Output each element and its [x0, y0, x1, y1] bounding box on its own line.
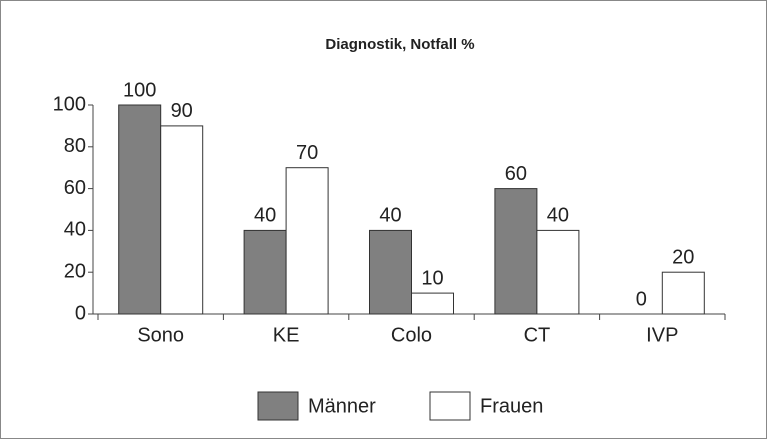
y-tick-label: 80 [64, 135, 86, 157]
y-tick-label: 0 [75, 302, 86, 324]
x-tick-label: KE [273, 324, 300, 346]
legend-swatch [257, 391, 299, 421]
data-label: 0 [636, 288, 647, 310]
x-tick-label: CT [524, 324, 551, 346]
data-label: 40 [547, 205, 569, 227]
data-label: 60 [505, 163, 527, 185]
chart-title: Diagnostik, Notfall % [325, 36, 474, 53]
bar [661, 271, 705, 315]
bar [411, 292, 454, 315]
data-label: 40 [379, 205, 401, 227]
x-tick-label: IVP [646, 324, 678, 346]
data-label: 20 [672, 246, 694, 268]
y-tick-label: 60 [64, 177, 86, 199]
bar [285, 167, 329, 315]
bar [369, 229, 412, 315]
bar [118, 104, 162, 315]
y-tick-label: 40 [64, 219, 86, 241]
data-label: 90 [171, 100, 193, 122]
data-label: 70 [296, 142, 318, 164]
bar [160, 125, 204, 315]
legend-swatch [429, 391, 471, 421]
legend-label: Männer [308, 395, 376, 417]
data-label: 40 [254, 205, 276, 227]
data-label: 100 [123, 79, 156, 101]
legend-label: Frauen [480, 395, 543, 417]
data-label: 10 [421, 267, 443, 289]
bar [243, 229, 287, 315]
bar [494, 188, 538, 315]
y-tick-label: 20 [64, 260, 86, 282]
y-tick-label: 100 [53, 93, 86, 115]
bar [536, 229, 580, 315]
x-tick-label: Colo [391, 324, 432, 346]
x-tick-label: Sono [137, 324, 184, 346]
